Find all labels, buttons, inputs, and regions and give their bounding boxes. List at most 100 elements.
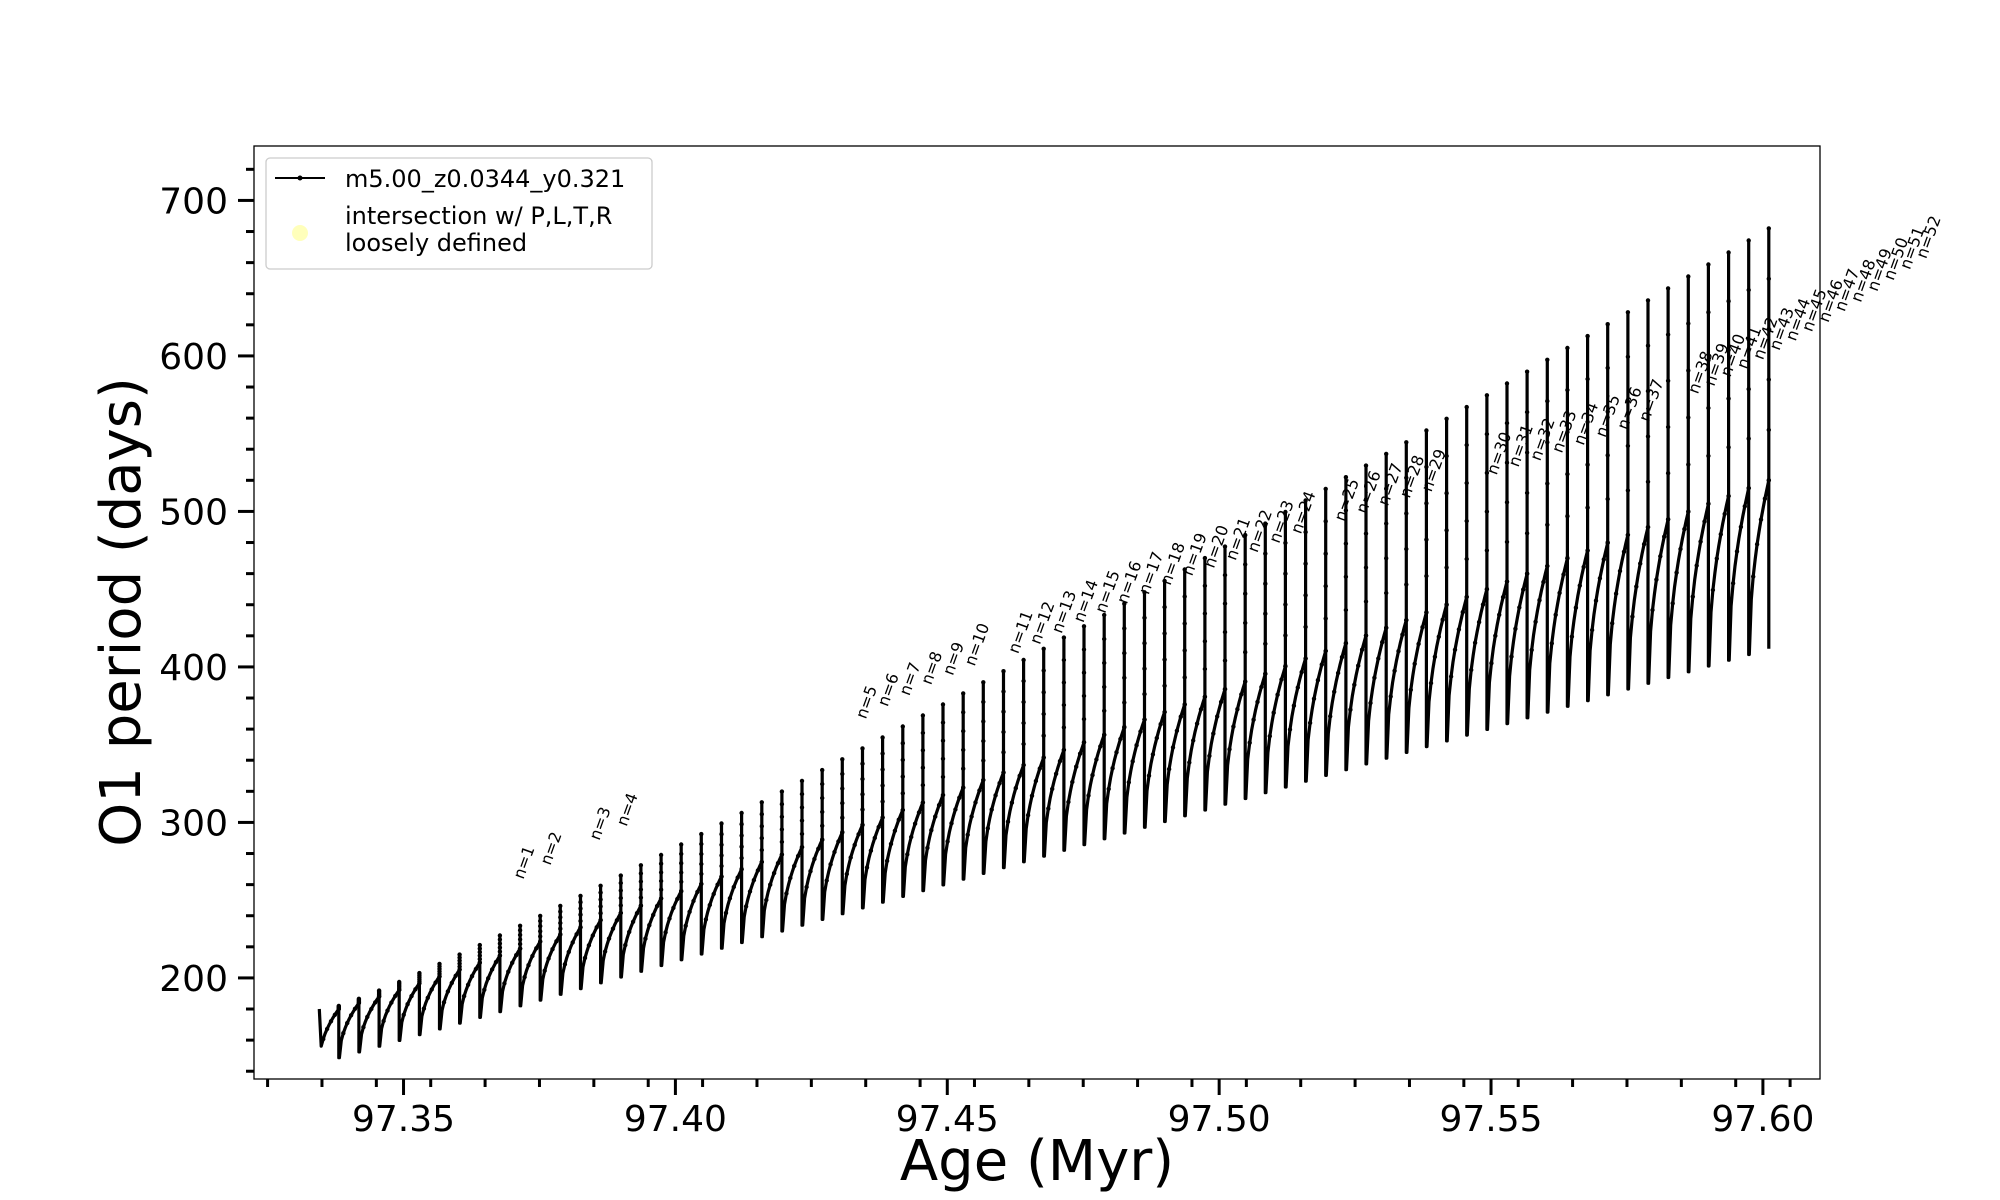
series-point bbox=[558, 932, 563, 937]
series-point bbox=[1323, 583, 1328, 589]
series-point bbox=[1066, 799, 1071, 805]
series-point bbox=[1444, 453, 1449, 459]
series-point bbox=[1215, 714, 1220, 719]
series-point bbox=[1665, 517, 1671, 522]
series-point bbox=[369, 1006, 374, 1012]
series-point bbox=[1392, 668, 1397, 673]
series-point bbox=[1283, 540, 1288, 546]
series-point bbox=[679, 861, 684, 866]
series-point bbox=[880, 783, 885, 788]
series-point bbox=[1718, 532, 1724, 537]
series-point bbox=[1041, 733, 1046, 738]
series-point bbox=[1198, 707, 1204, 712]
y-tick-label: 300 bbox=[159, 803, 228, 844]
series-point bbox=[1416, 641, 1421, 647]
series-point bbox=[1283, 602, 1288, 607]
series-point bbox=[1114, 750, 1119, 755]
series-point bbox=[896, 817, 901, 822]
series-point bbox=[1202, 555, 1208, 561]
series-point bbox=[1122, 650, 1127, 656]
series-point bbox=[973, 800, 978, 805]
series-point bbox=[1356, 663, 1361, 668]
series-point bbox=[1102, 612, 1107, 618]
series-point bbox=[582, 955, 588, 961]
series-point bbox=[324, 1026, 330, 1032]
series-point bbox=[1504, 420, 1510, 426]
series-point bbox=[1343, 508, 1349, 513]
series-point bbox=[1766, 377, 1772, 382]
series-point bbox=[1303, 624, 1308, 630]
series-point bbox=[1315, 678, 1321, 683]
series-point bbox=[1102, 636, 1107, 642]
series-point bbox=[799, 831, 805, 837]
series-point bbox=[1726, 445, 1731, 450]
series-point bbox=[1061, 702, 1067, 708]
series-point bbox=[1444, 491, 1449, 496]
series-point bbox=[1162, 578, 1167, 584]
series-point bbox=[1162, 683, 1167, 688]
series-point bbox=[1323, 616, 1328, 621]
series-point bbox=[1081, 693, 1087, 699]
series-point bbox=[739, 855, 744, 861]
series-point bbox=[1665, 286, 1671, 291]
series-point bbox=[1706, 262, 1711, 267]
series-point bbox=[751, 877, 757, 883]
series-point bbox=[1464, 594, 1469, 600]
series-point bbox=[1122, 626, 1127, 631]
series-point bbox=[1517, 605, 1522, 610]
series-point bbox=[321, 1036, 326, 1042]
series-point bbox=[1751, 574, 1756, 579]
series-point bbox=[909, 834, 914, 840]
series-point bbox=[940, 774, 946, 780]
series-point bbox=[1597, 576, 1603, 581]
series-point bbox=[1424, 501, 1429, 506]
series-point bbox=[1738, 524, 1744, 530]
series-point bbox=[1702, 519, 1707, 524]
series-point bbox=[719, 842, 724, 847]
series-point bbox=[856, 832, 861, 837]
legend-series-label: m5.00_z0.0344_y0.321 bbox=[345, 165, 625, 193]
series-point bbox=[1565, 387, 1570, 393]
series-point bbox=[1194, 721, 1200, 726]
series-point bbox=[799, 805, 805, 810]
plot-area: n=1n=2n=3n=4n=5n=6n=7n=8n=9n=10 n=11n=12n… bbox=[253, 145, 1945, 1080]
series-point bbox=[550, 947, 555, 952]
series-point bbox=[812, 856, 817, 862]
series-point bbox=[936, 802, 942, 808]
series-point bbox=[352, 1006, 358, 1011]
series-point bbox=[1359, 647, 1365, 652]
series-point bbox=[1287, 727, 1293, 732]
series-point bbox=[1404, 475, 1409, 480]
series-point bbox=[1243, 532, 1248, 538]
series-point bbox=[892, 828, 898, 833]
series-point bbox=[1605, 540, 1610, 545]
series-point bbox=[739, 822, 744, 827]
y-axis: 200 300 400 500 600 700 bbox=[159, 167, 254, 1073]
series-point bbox=[658, 887, 664, 892]
series-point bbox=[1021, 720, 1026, 726]
series-point bbox=[1686, 274, 1691, 279]
series-point bbox=[981, 758, 986, 763]
series-point bbox=[1146, 773, 1152, 778]
series-point bbox=[731, 884, 736, 890]
series-point bbox=[486, 976, 491, 981]
series-point bbox=[1251, 717, 1256, 722]
series-point bbox=[764, 897, 769, 903]
series-point bbox=[920, 782, 926, 788]
series-point bbox=[836, 839, 841, 844]
series-point bbox=[840, 800, 845, 806]
series-point bbox=[940, 738, 946, 743]
series-point bbox=[820, 823, 825, 828]
series-point bbox=[920, 765, 926, 770]
series-point bbox=[618, 873, 623, 878]
series-point bbox=[413, 987, 418, 992]
series-point bbox=[683, 923, 688, 928]
series-point bbox=[779, 814, 785, 819]
series-point bbox=[497, 937, 503, 942]
series-point bbox=[1686, 321, 1691, 326]
series-point bbox=[1138, 729, 1143, 734]
series-point bbox=[1142, 717, 1147, 722]
series-point bbox=[1182, 648, 1187, 653]
series-point bbox=[1303, 529, 1308, 535]
series-point bbox=[1106, 786, 1111, 792]
